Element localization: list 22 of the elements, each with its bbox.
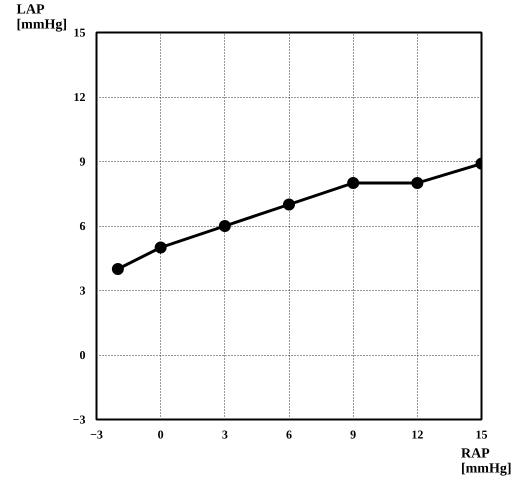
point — [218, 220, 231, 232]
y-tick-label: 0 — [80, 348, 86, 362]
y-tick-label: 9 — [80, 154, 86, 168]
y-tick-label: 6 — [80, 219, 86, 233]
y-tick-label: −3 — [72, 412, 86, 426]
x-tick-label: 6 — [286, 428, 292, 442]
point — [347, 177, 360, 189]
x-tick-label: 9 — [350, 428, 356, 442]
y-tick-label: 12 — [74, 90, 86, 104]
x-tick-label: 15 — [476, 428, 488, 442]
point — [411, 177, 424, 189]
x-tick-label: −3 — [90, 428, 103, 442]
point — [154, 242, 167, 254]
x-tick-label: 3 — [222, 428, 228, 442]
point — [112, 263, 124, 275]
y-tick-label: 3 — [80, 284, 86, 298]
x-axis-title: RAP [mmHg] — [460, 446, 512, 476]
x-tick-label: 12 — [411, 428, 424, 442]
x-tick-label: 0 — [158, 428, 164, 442]
point — [283, 198, 295, 210]
y-axis-title: LAP [mmHg] — [16, 2, 68, 32]
y-tick-label: 15 — [74, 26, 86, 40]
